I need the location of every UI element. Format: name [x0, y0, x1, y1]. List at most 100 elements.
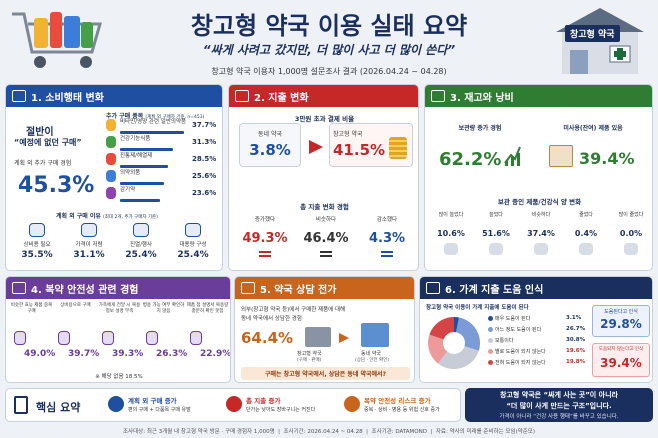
reason-value: 25.4% [177, 250, 209, 260]
unplanned-label: “예정에 없던 구매” [14, 138, 82, 147]
warehouse-value: 41.5% [333, 141, 386, 159]
footer: 조사대상: 최근 3개월 내 창고형 약국 방문 · 구매 경험자 1,000명… [122, 429, 536, 435]
item-icon [106, 153, 116, 165]
expiry-label: 비슷하다 [531, 212, 551, 218]
expiry-icon [624, 243, 638, 255]
panel-title: 5. 약국 상담 전가 [260, 284, 337, 296]
reason-value: 25.4% [125, 250, 157, 260]
summary-box-line2: “더 많이 사게 만드는 구조”입니다. [506, 402, 612, 410]
legend-value: 19.6% [566, 348, 586, 354]
legend-value: 26.7% [566, 326, 586, 332]
impulse-label: 계획 외 추가 구매 경험 [14, 160, 72, 167]
expiry-icon [534, 243, 548, 255]
item-icon [106, 136, 116, 148]
warehouse-icon [305, 327, 331, 347]
summary-item-title: 복약 안전성 리스크 증가 [364, 397, 431, 405]
item-icon [106, 187, 116, 199]
expiry-icon [444, 243, 458, 255]
legend-item: 어느 정도 도움이 된다 [488, 326, 541, 333]
legend-label: 별로 도움이 되지 않는다 [495, 349, 546, 355]
nohelp-label: 도움되지 않는다고 인식 [598, 347, 644, 352]
consult-local-label: 동네 약국 [361, 351, 381, 357]
local-value: 3.8% [249, 141, 291, 159]
item-icon [106, 170, 116, 182]
panel-consumption: 1. 소비행태 변화 절반이 “예정에 없던 구매” 계획 외 추가 구매 경험… [5, 84, 223, 271]
change-label: 감소했다 [376, 217, 398, 223]
impulse-value: 45.3% [18, 173, 95, 198]
summary-box-line1: 창고형 약국은 “싸게 사는 곳”이 아니라 [500, 391, 618, 399]
panel-title: 6. 가계 지출 도움 인식 [445, 284, 544, 296]
change-label: 비슷하다 [315, 217, 337, 223]
expiry-title: 보관 중인 제품/건강식 양 변화 [497, 198, 582, 206]
expiry-value: 51.6% [482, 229, 510, 238]
trend-up-icon [503, 143, 521, 171]
pie-hole [443, 332, 465, 354]
item-bar [120, 165, 169, 168]
summary-label: 핵심 요약 [36, 401, 81, 414]
money-icon [235, 90, 249, 102]
item-value: 28.5% [192, 155, 217, 163]
headline-quote: “싸게 사려고 갔지만, 더 많이 사고 더 많이 쓴다” [202, 43, 456, 57]
summary-item-desc: 중복 · 상비 · 병용 등 위험 신호 증가 [364, 407, 440, 413]
reason-icon [29, 223, 45, 237]
safety-label: 상비용으로 구매 [60, 303, 91, 308]
item-value: 37.7% [192, 121, 217, 129]
summary-item-title: 계획 외 구매 증가 [128, 397, 177, 405]
change-value: 46.4% [303, 231, 349, 246]
legend-swatch [488, 349, 493, 354]
item-label: 비타민/영양 관련 일반의약품 [120, 119, 187, 125]
safety-icon [14, 331, 26, 345]
panel-title: 3. 재고와 낭비 [450, 92, 514, 104]
expiry-label: 줄었다 [579, 212, 593, 218]
legend-label: 매우 도움이 된다 [495, 316, 531, 322]
items-note: (계획 외 구매자 기준, n=453) [145, 115, 205, 120]
pie-title: 창고형 약국 이용이 가계 지출에 도움이 된다 [426, 305, 529, 311]
nohelp-value: 39.4% [600, 356, 642, 370]
expiry-value: 10.6% [437, 229, 465, 238]
local-pharmacy-icon [361, 323, 389, 347]
store-sign: 창고형 약국 [565, 25, 620, 42]
legend-value: 30.8% [566, 337, 586, 343]
legend-label: 전혀 도움이 되지 않는다 [495, 360, 546, 366]
summary-item-icon [108, 396, 124, 412]
legend-label: 어느 정도 도움이 된다 [495, 327, 542, 333]
panel-consult: 5. 약국 상담 전가 외부(창고형 약국 등)에서 구매한 제품에 대해 동네… [234, 276, 415, 383]
consult-value: 64.4% [241, 329, 294, 347]
footer-org: 조사기관: DATAMOND [371, 429, 427, 435]
footer-target: 조사대상: 최근 3개월 내 창고형 약국 방문 · 구매 경험자 1,000명 [122, 429, 275, 435]
panel-title: 2. 지출 변화 [254, 92, 309, 104]
warehouse-label: 창고형 약국 [333, 131, 363, 138]
safety-value: 39.3% [112, 349, 144, 359]
safety-icon [102, 331, 114, 345]
summary-box [465, 388, 653, 422]
shield-icon [12, 282, 26, 294]
expiry-label: 많이 늘었다 [438, 212, 464, 218]
consult-desc1: 외부(창고형 약국 등)에서 구매한 제품에 대해 [241, 307, 346, 313]
arrow-right-icon [309, 140, 323, 154]
coins-icon [389, 137, 407, 159]
consult-ware-label: 창고형 약국 [297, 351, 322, 357]
change-value: 4.3% [368, 231, 406, 246]
reasons-title-text: 계획 외 구매 이유 [56, 213, 101, 220]
panel-safety: 4. 복약 안전성 관련 경험 비슷한 효능 제품 중복 구매 49.0% 상비용… [5, 276, 231, 383]
panel-consumption-header: 1. 소비행태 변화 [6, 85, 222, 107]
item-bar [120, 182, 164, 185]
local-label: 동네 약국 [258, 131, 282, 138]
survey-caption: 창고형 약국 이용자 1,000명 설문조사 결과 (2026.04.24 ~ … [211, 67, 447, 76]
nohelp-box [592, 343, 650, 377]
legend-item: 매우 도움이 된다 [488, 315, 530, 322]
cart-illustration [8, 4, 108, 74]
item-value: 31.3% [192, 138, 217, 146]
consult-local-sub: (상담 · 안전 확인) [355, 358, 390, 363]
safety-label: 비슷한 효능 제품 중복 구매 [10, 303, 53, 314]
consult-desc2: 동네 약국에서 상담한 경험 [241, 316, 302, 322]
reason-icon [185, 223, 201, 237]
help-box [592, 305, 650, 337]
safety-icon [58, 331, 70, 345]
legend-value: 19.8% [566, 359, 586, 365]
safety-value: 22.9% [200, 349, 231, 359]
expiry-value: 0.0% [619, 229, 643, 238]
reasons-note: (최대 2개, 추가 구매자 기준) [103, 215, 158, 220]
item-label: 건강기능식품 [120, 136, 151, 142]
trend-down-icon [381, 251, 393, 257]
